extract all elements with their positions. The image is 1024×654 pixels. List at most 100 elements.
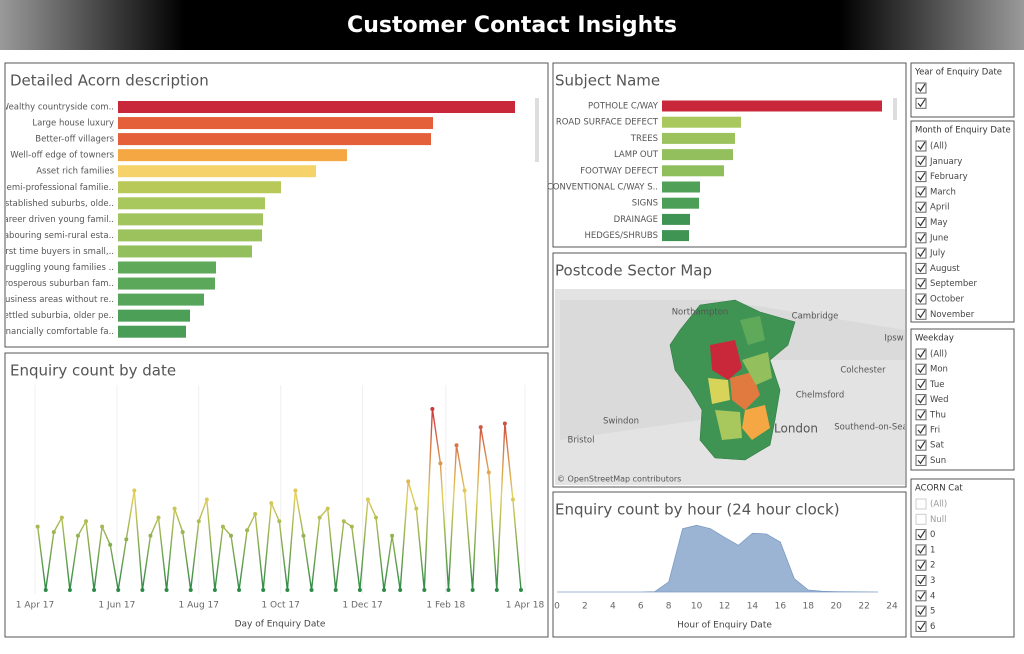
point[interactable] [172,506,177,511]
bar[interactable] [118,229,262,242]
point[interactable] [124,537,129,542]
filter-item[interactable]: April [915,201,949,213]
bar[interactable] [662,181,700,193]
point[interactable] [510,497,515,502]
point[interactable] [75,533,80,538]
point[interactable] [84,519,89,524]
checkbox[interactable] [915,97,927,109]
point[interactable] [333,588,338,592]
point[interactable] [382,588,387,592]
point[interactable] [100,524,105,529]
checkbox[interactable] [915,529,927,541]
point[interactable] [140,588,145,592]
point[interactable] [373,515,378,520]
point[interactable] [365,497,370,502]
bar[interactable] [662,213,690,225]
filter-item[interactable] [915,82,927,94]
checkbox[interactable] [915,378,927,390]
point[interactable] [108,542,113,547]
filter-item[interactable]: Tue [915,378,945,390]
filter-item[interactable]: Wed [915,394,949,406]
checkbox[interactable] [915,140,927,152]
filter-item[interactable]: 2 [915,559,935,571]
point[interactable] [204,497,209,502]
checkbox[interactable] [915,171,927,183]
checkbox[interactable] [915,262,927,274]
bar[interactable] [118,149,347,162]
checkbox[interactable] [915,348,927,360]
point[interactable] [454,443,459,448]
filter-item[interactable]: May [915,217,948,229]
point[interactable] [390,533,395,538]
point[interactable] [212,588,217,592]
scrollbar[interactable] [535,98,539,162]
point[interactable] [116,588,121,592]
filter-item[interactable]: 0 [915,529,935,541]
filter-item[interactable]: January [915,155,962,167]
checkbox[interactable] [915,247,927,259]
checkbox[interactable] [915,513,927,525]
point[interactable] [341,519,346,524]
point[interactable] [156,515,161,520]
point[interactable] [309,588,314,592]
filter-item[interactable] [915,97,927,109]
filter-item[interactable]: 1 [915,544,935,556]
bar[interactable] [118,213,263,226]
point[interactable] [285,588,290,592]
filter-item[interactable]: Null [915,513,946,525]
point[interactable] [196,519,201,524]
point[interactable] [470,588,475,592]
checkbox[interactable] [915,308,927,320]
point[interactable] [220,524,225,529]
filter-item[interactable]: Mon [915,363,948,375]
checkbox[interactable] [915,590,927,602]
point[interactable] [518,588,523,592]
point[interactable] [349,524,354,529]
bar[interactable] [662,230,689,242]
point[interactable] [406,479,411,484]
point[interactable] [277,519,282,524]
filter-item[interactable]: 4 [915,590,935,602]
filter-item[interactable]: Fri [915,424,940,436]
checkbox[interactable] [915,82,927,94]
point[interactable] [92,588,97,592]
point[interactable] [438,461,443,466]
checkbox[interactable] [915,620,927,632]
point[interactable] [446,588,451,592]
point[interactable] [398,588,403,592]
bar[interactable] [118,197,265,210]
checkbox[interactable] [915,232,927,244]
point[interactable] [237,588,242,592]
point[interactable] [229,533,233,538]
filter-item[interactable]: February [915,171,968,183]
point[interactable] [494,588,499,592]
bar[interactable] [662,116,741,128]
filter-item[interactable]: June [915,232,949,244]
point[interactable] [317,515,322,520]
bar[interactable] [118,277,215,290]
filter-item[interactable]: Sat [915,439,945,451]
point[interactable] [51,530,56,535]
checkbox[interactable] [915,363,927,375]
bar[interactable] [662,197,699,209]
bar[interactable] [118,309,190,322]
checkbox[interactable] [915,155,927,167]
point[interactable] [253,512,258,516]
checkbox[interactable] [915,217,927,228]
filter-item[interactable]: (All) [915,348,947,360]
checkbox[interactable] [915,605,927,617]
map[interactable] [555,289,905,485]
bar[interactable] [662,100,882,112]
bar[interactable] [662,165,724,177]
filter-item[interactable]: Thu [915,409,946,421]
checkbox[interactable] [915,454,927,466]
point[interactable] [269,501,274,506]
point[interactable] [357,588,362,592]
point[interactable] [132,488,137,493]
point[interactable] [180,530,185,535]
point[interactable] [301,533,306,538]
point[interactable] [478,425,483,430]
point[interactable] [414,506,419,511]
bar[interactable] [118,293,204,306]
checkbox[interactable] [915,186,927,198]
